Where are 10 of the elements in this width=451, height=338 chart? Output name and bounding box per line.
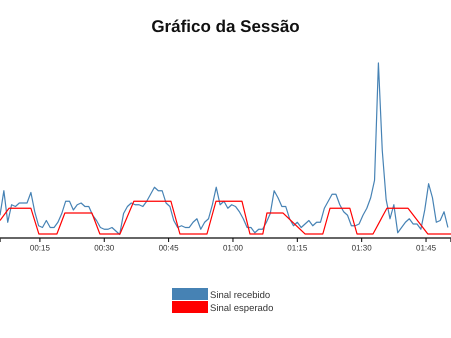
x-tick-label: 01:30 <box>352 244 372 253</box>
x-tick-label: 00:30 <box>94 244 115 253</box>
x-tick-label: 00:15 <box>30 244 50 253</box>
legend-label: Sinal esperado <box>210 303 274 314</box>
x-tick-label: 01:00 <box>222 244 244 253</box>
x-tick-label: 01:45 <box>416 244 437 253</box>
x-tick-label: 01:15 <box>287 244 308 253</box>
x-tick-label: 00:45 <box>158 244 180 253</box>
chart-title: Gráfico da Sessão <box>151 17 300 36</box>
legend-label: Sinal recebido <box>210 290 270 301</box>
